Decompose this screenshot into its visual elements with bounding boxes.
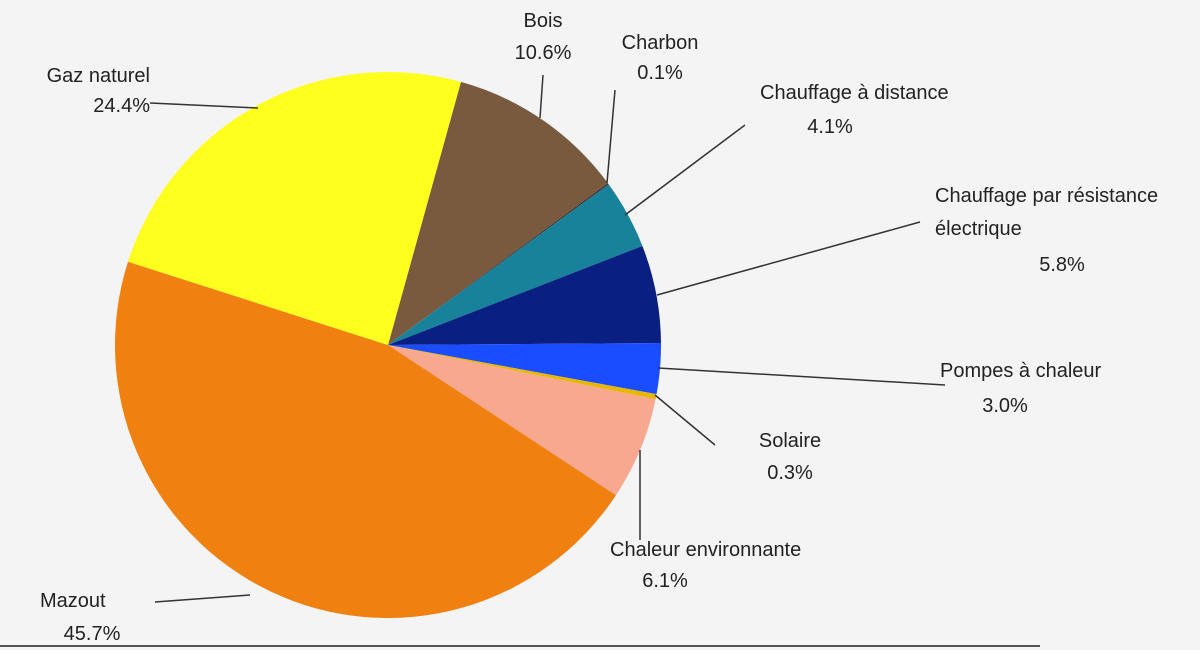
leader-line [657,367,946,386]
pie-slice [388,184,643,345]
slice-value: 4.1% [807,116,853,138]
slice-label: Pompes à chaleur [940,360,1102,382]
pie-slice [388,345,657,400]
leader-line [539,74,544,119]
pie-slice [388,81,608,345]
leader-line [656,221,921,296]
slice-value: 6.1% [642,570,688,592]
slice-label: Chauffage à distance [760,82,949,104]
leader-line [654,394,716,446]
slice-label: Solaire [758,430,822,452]
pie-slice [127,71,461,345]
leader-line [606,89,616,184]
pie-slice [388,183,609,345]
slice-label: Charbon [621,32,699,54]
pie-slice [388,343,661,395]
pie-slice [115,261,616,618]
leader-line [149,102,259,109]
pie-slice [388,345,656,496]
slice-value: 45.7% [63,623,121,645]
slice-label: Bois [523,10,563,32]
slice-label: Chauffage par résistance électrique [935,185,1159,240]
slice-label: Chaleur environnante [610,539,802,561]
slice-value: 0.1% [637,62,683,84]
slice-label: Mazout [40,590,106,612]
leader-line [154,594,251,603]
slice-value: 3.0% [982,395,1028,417]
pie-slice [388,245,661,345]
slice-value: 24.4% [93,95,150,117]
slice-value: 10.6% [514,42,572,64]
leader-line [624,124,746,216]
slice-label: Gaz naturel [46,65,150,87]
slice-value: 5.8% [1039,254,1085,276]
slice-value: 0.3% [767,462,813,484]
